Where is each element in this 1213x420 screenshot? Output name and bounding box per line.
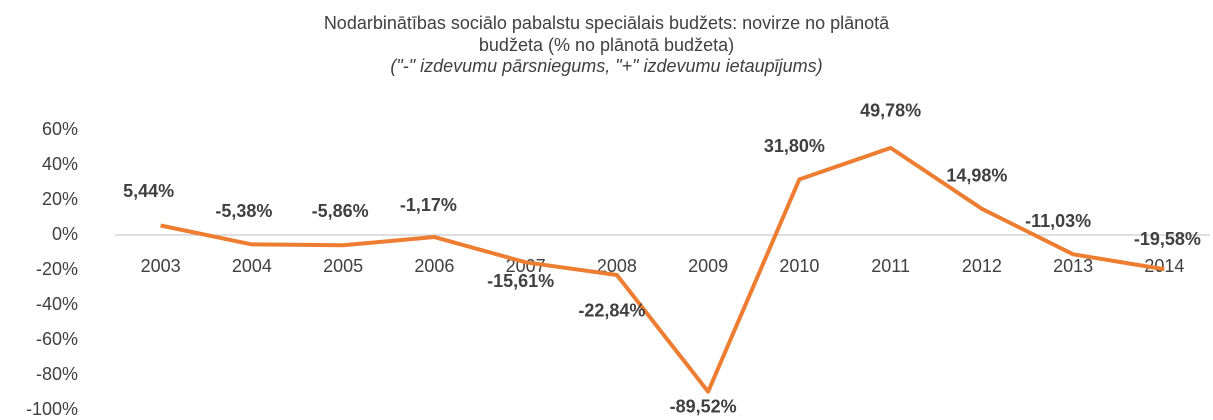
y-tick-label: 60% bbox=[42, 119, 78, 139]
x-tick-label: 2012 bbox=[962, 256, 1002, 276]
x-tick-label: 2006 bbox=[414, 256, 454, 276]
y-tick-label: -20% bbox=[36, 259, 78, 279]
x-tick-label: 2005 bbox=[323, 256, 363, 276]
data-label: -15,61% bbox=[487, 271, 554, 291]
y-tick-label: -80% bbox=[36, 364, 78, 384]
data-label: -89,52% bbox=[670, 396, 737, 416]
data-label: -1,17% bbox=[400, 195, 457, 215]
x-tick-label: 2011 bbox=[871, 256, 910, 276]
x-tick-label: 2009 bbox=[688, 256, 728, 276]
x-tick-label: 2010 bbox=[779, 256, 819, 276]
data-label: 49,78% bbox=[860, 101, 921, 121]
data-label: -5,86% bbox=[312, 201, 369, 221]
y-tick-label: 40% bbox=[42, 154, 78, 174]
x-tick-label: 2003 bbox=[141, 256, 181, 276]
data-label: 5,44% bbox=[123, 181, 174, 201]
x-tick-label: 2013 bbox=[1053, 256, 1093, 276]
y-tick-label: -40% bbox=[36, 294, 78, 314]
data-line bbox=[160, 145, 1165, 394]
y-tick-label: -60% bbox=[36, 329, 78, 349]
chart-title: Nodarbinātības sociālo pabalstu speciāla… bbox=[323, 13, 890, 55]
data-label: -11,03% bbox=[1025, 211, 1091, 231]
chart-subtitle: ("-" izdevumu pārsniegums, "+" izdevumu … bbox=[390, 56, 823, 76]
y-tick-label: -100% bbox=[26, 399, 78, 419]
data-label: -5,38% bbox=[215, 201, 272, 221]
x-tick-label: 2004 bbox=[232, 256, 272, 276]
data-label: 14,98% bbox=[946, 166, 1007, 186]
data-label: -19,58% bbox=[1134, 229, 1201, 249]
x-tick-label: 2014 bbox=[1144, 256, 1184, 276]
data-label: 31,80% bbox=[764, 136, 825, 156]
y-tick-label: 0% bbox=[52, 224, 78, 244]
data-label: -22,84% bbox=[578, 301, 645, 321]
x-tick-label: 2008 bbox=[597, 256, 637, 276]
y-tick-label: 20% bbox=[42, 189, 78, 209]
